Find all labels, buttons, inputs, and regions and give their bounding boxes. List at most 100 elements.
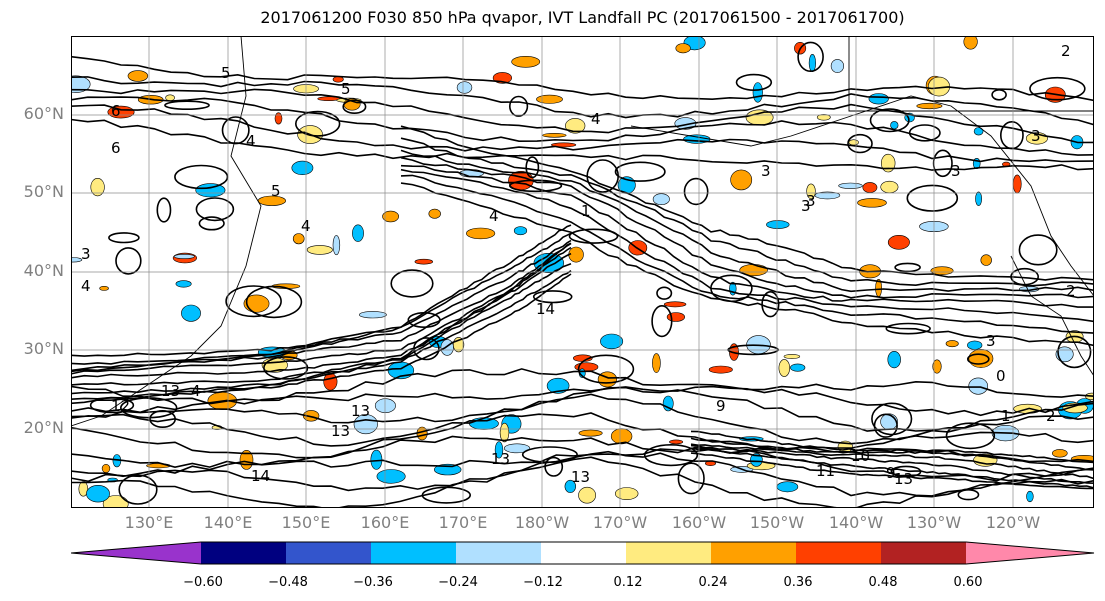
shaded-region [542, 133, 567, 138]
colorbar-tick: 0.24 [698, 575, 728, 590]
contour-line [71, 88, 1094, 144]
contour-loop [991, 88, 1007, 101]
shaded-region [358, 311, 387, 319]
shaded-region [890, 121, 899, 130]
contour-line [71, 246, 572, 379]
lon-label-140w: 140°W [828, 513, 884, 532]
colorbar-tick: −0.48 [268, 575, 308, 590]
contour-label: 3 [801, 197, 811, 215]
colorbar-tick: −0.60 [183, 575, 223, 590]
contour-label: 6 [111, 139, 121, 157]
contour-label: 10 [851, 447, 870, 465]
contour-label: 5 [341, 80, 351, 98]
colorbar-tick: −0.24 [438, 575, 478, 590]
lon-label-140e: 140°E [203, 513, 253, 532]
shaded-region [376, 469, 406, 484]
shaded-region [175, 280, 192, 288]
shaded-region [71, 257, 83, 263]
contour-line [71, 263, 572, 395]
shaded-region [838, 182, 863, 189]
shaded-region [932, 359, 942, 374]
shaded-region [973, 127, 984, 136]
contour-loop [89, 397, 135, 414]
contour-loop [390, 269, 434, 298]
contour-loop [413, 337, 440, 361]
contour-line [400, 182, 1094, 347]
shaded-region [652, 353, 661, 373]
contour-loop [221, 116, 250, 145]
shaded-region [181, 304, 201, 322]
colorbar-cell [626, 542, 711, 564]
contour-loop [295, 110, 341, 137]
contour-loop [651, 305, 673, 338]
shaded-region [968, 377, 989, 395]
gridlines [71, 36, 1094, 508]
qvapor-shading [71, 36, 1094, 508]
contour-label: 2 [1061, 42, 1071, 60]
contour-loop [677, 462, 705, 495]
contour-loop [908, 124, 941, 142]
shaded-region [90, 178, 105, 197]
shaded-region [663, 301, 687, 308]
contour-line [400, 137, 1094, 287]
colorbar-cell [456, 542, 541, 564]
contour-line [400, 125, 1094, 281]
shaded-region [434, 463, 462, 476]
shaded-region [730, 169, 753, 191]
contour-loop [683, 177, 709, 206]
shaded-region [195, 183, 226, 198]
contour-loop [525, 156, 540, 179]
lon-label-130e: 130°E [124, 513, 174, 532]
map-title: 2017061200 F030 850 hPa qvapor, IVT Land… [260, 8, 905, 27]
colorbar-tick: 0.60 [953, 575, 983, 590]
shaded-region [414, 258, 433, 265]
shaded-region [551, 142, 577, 148]
contour-label: 3 [81, 245, 91, 263]
contour-loop [156, 197, 172, 223]
contour-loop [568, 228, 619, 244]
shaded-region [165, 94, 175, 102]
contour-label: 3 [986, 332, 996, 350]
contour-loop [643, 444, 699, 467]
shaded-region [614, 487, 639, 500]
contour-loop [1018, 234, 1058, 266]
shaded-region [456, 81, 473, 94]
shaded-region [306, 245, 333, 255]
contour-label: 13 [571, 468, 590, 486]
shaded-region [776, 481, 799, 493]
contour-loop [509, 95, 529, 117]
map-frame [71, 36, 1094, 508]
colorbar-outline [71, 541, 1095, 565]
contour-loop [1057, 335, 1092, 369]
contour-label: 14 [536, 300, 555, 318]
shaded-region [880, 180, 899, 194]
contour-line [400, 156, 1094, 299]
contour-loop [421, 486, 471, 504]
shaded-region [468, 417, 499, 430]
contour-loop [906, 184, 959, 212]
shaded-region [102, 495, 129, 508]
lon-label-130w: 130°W [906, 513, 962, 532]
contour-label: 4 [81, 277, 91, 295]
shaded-region [816, 114, 831, 121]
lon-label-160e: 160°E [360, 513, 410, 532]
shaded-region [945, 340, 959, 348]
contour-loop [407, 311, 441, 328]
colorbar-cell [796, 542, 881, 564]
contour-line [71, 273, 572, 405]
contour-loop [198, 216, 225, 231]
shaded-region [857, 198, 887, 208]
contour-loop [735, 73, 773, 92]
lat-label-40n: 40°N [23, 261, 64, 280]
shaded-region [440, 339, 454, 356]
shaded-region [675, 43, 691, 54]
contour-loop [885, 322, 931, 335]
coastline-asia [71, 36, 262, 427]
contour-label: 12 [111, 397, 130, 415]
shaded-region [511, 55, 541, 68]
contour-loop [656, 286, 673, 300]
contour-label: 6 [111, 102, 121, 120]
shaded-region [564, 479, 576, 493]
